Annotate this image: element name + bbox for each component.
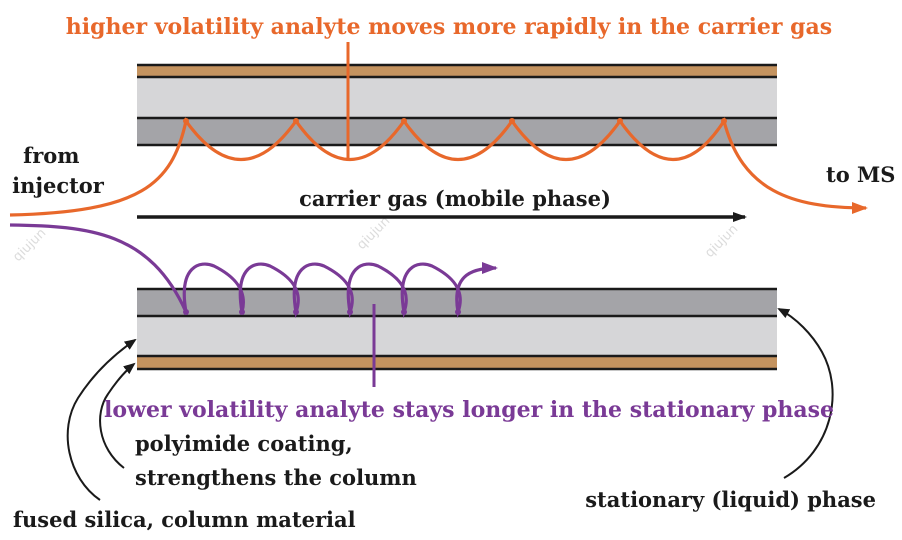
low-volatility-path	[9, 223, 498, 319]
watermark: qiujun	[702, 222, 741, 261]
fused-silica-leader	[66, 338, 137, 501]
low-volatility-contact-points	[183, 309, 461, 315]
top-stationary-phase	[137, 118, 777, 145]
from-injector-label: from injector	[12, 143, 105, 198]
polyimide-leader	[99, 362, 136, 469]
stationary-phase-leader	[777, 308, 834, 479]
polyimide-line2: strengthens the column	[135, 465, 417, 490]
watermark: qiujun	[10, 226, 49, 265]
top-polyimide-coating	[137, 65, 777, 77]
polyimide-label: polyimide coating, strengthens the colum…	[135, 431, 417, 490]
top-annotation-label: higher volatility analyte moves more rap…	[66, 14, 832, 40]
polyimide-line1: polyimide coating,	[135, 431, 353, 456]
top-fused-silica	[137, 77, 777, 118]
stationary-phase-label: stationary (liquid) phase	[585, 487, 876, 512]
fused-silica-label: fused silica, column material	[13, 507, 356, 532]
bottom-fused-silica	[137, 316, 777, 356]
bottom-annotation-label: lower volatility analyte stays longer in…	[104, 397, 834, 423]
to-ms-label: to MS	[826, 162, 895, 187]
bottom-polyimide-coating	[137, 356, 777, 369]
from-injector-line2: injector	[12, 173, 105, 198]
watermark: qiujun	[354, 214, 393, 253]
from-injector-line1: from	[23, 143, 79, 168]
carrier-gas-label: carrier gas (mobile phase)	[299, 186, 611, 211]
high-volatility-contact-points	[183, 118, 727, 124]
top-column-wall	[137, 63, 777, 147]
